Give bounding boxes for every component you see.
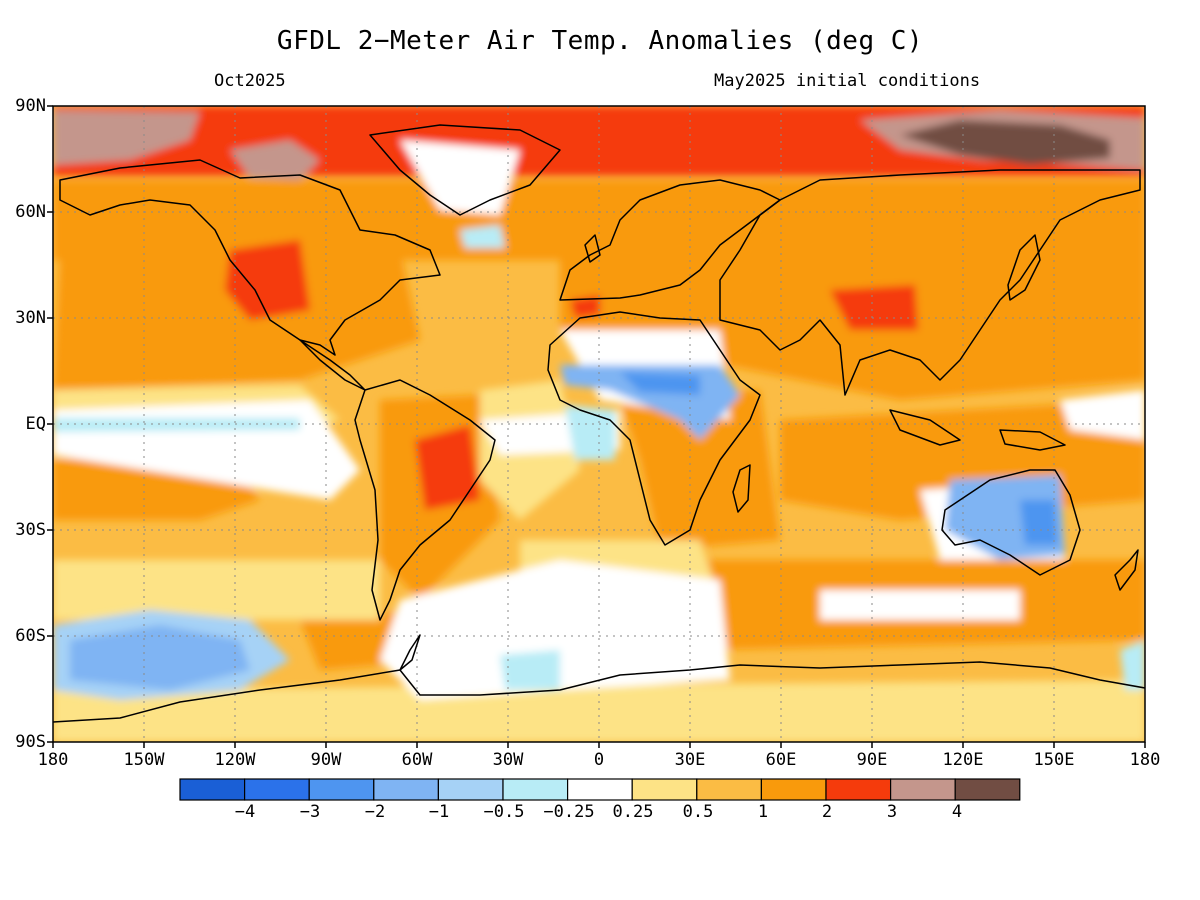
- colorbar-swatch: [437, 778, 504, 801]
- colorbar-swatch: [502, 778, 569, 801]
- lon-label-0: 0: [593, 750, 605, 770]
- colorbar-swatch: [244, 778, 310, 801]
- colorbar-label: −0.25: [543, 802, 595, 822]
- axis-ticks: [47, 105, 1146, 748]
- colorbar-label: 1: [757, 802, 769, 822]
- lat-label-90s: 90S: [15, 732, 46, 752]
- lon-label-90w: 90W: [310, 750, 342, 770]
- lon-label-60w: 60W: [401, 750, 433, 770]
- colorbar-label: 3: [886, 802, 898, 822]
- colorbar: [179, 778, 1021, 801]
- colorbar-swatch: [825, 778, 892, 801]
- colorbar-label: −3: [299, 802, 321, 822]
- colorbar-label: 0.5: [682, 802, 714, 822]
- lat-label-eq: EQ: [25, 414, 46, 434]
- colorbar-label: 2: [821, 802, 833, 822]
- colorbar-label: 4: [951, 802, 963, 822]
- colorbar-swatch: [889, 778, 956, 801]
- lon-label-120w: 120W: [214, 750, 256, 770]
- lon-label-180w: 180: [37, 750, 69, 770]
- lon-label-150e: 150E: [1033, 750, 1075, 770]
- colorbar-swatch: [308, 778, 375, 801]
- colorbar-label: 0.25: [612, 802, 654, 822]
- colorbar-label: −2: [364, 802, 386, 822]
- initial-conditions-label: May2025 initial conditions: [714, 71, 981, 91]
- lon-label-30e: 30E: [674, 750, 706, 770]
- lat-label-60n: 60N: [15, 202, 46, 222]
- lon-label-150w: 150W: [123, 750, 165, 770]
- lon-label-180e: 180: [1129, 750, 1161, 770]
- graticule: [53, 106, 1145, 742]
- colorbar-swatch: [566, 778, 633, 801]
- lon-label-30w: 30W: [492, 750, 524, 770]
- lat-label-30s: 30S: [15, 520, 46, 540]
- lat-label-60s: 60S: [15, 626, 46, 646]
- colorbar-swatch: [954, 778, 1021, 801]
- colorbar-swatch: [631, 778, 698, 801]
- colorbar-label: −0.5: [483, 802, 525, 822]
- colorbar-swatch: [373, 778, 439, 801]
- lat-label-90n: 90N: [15, 96, 46, 116]
- lon-label-90e: 90E: [856, 750, 888, 770]
- colorbar-label: −4: [234, 802, 256, 822]
- colorbar-swatch: [179, 778, 246, 801]
- coastlines: [52, 124, 1146, 723]
- lon-label-120e: 120E: [942, 750, 984, 770]
- colorbar-label: −1: [428, 802, 450, 822]
- forecast-period: Oct2025: [214, 71, 286, 91]
- colorbar-swatch: [760, 778, 827, 801]
- lat-label-30n: 30N: [15, 308, 46, 328]
- lon-label-60e: 60E: [765, 750, 797, 770]
- map-title: GFDL 2−Meter Air Temp. Anomalies (deg C): [276, 26, 924, 56]
- colorbar-swatch: [696, 778, 762, 801]
